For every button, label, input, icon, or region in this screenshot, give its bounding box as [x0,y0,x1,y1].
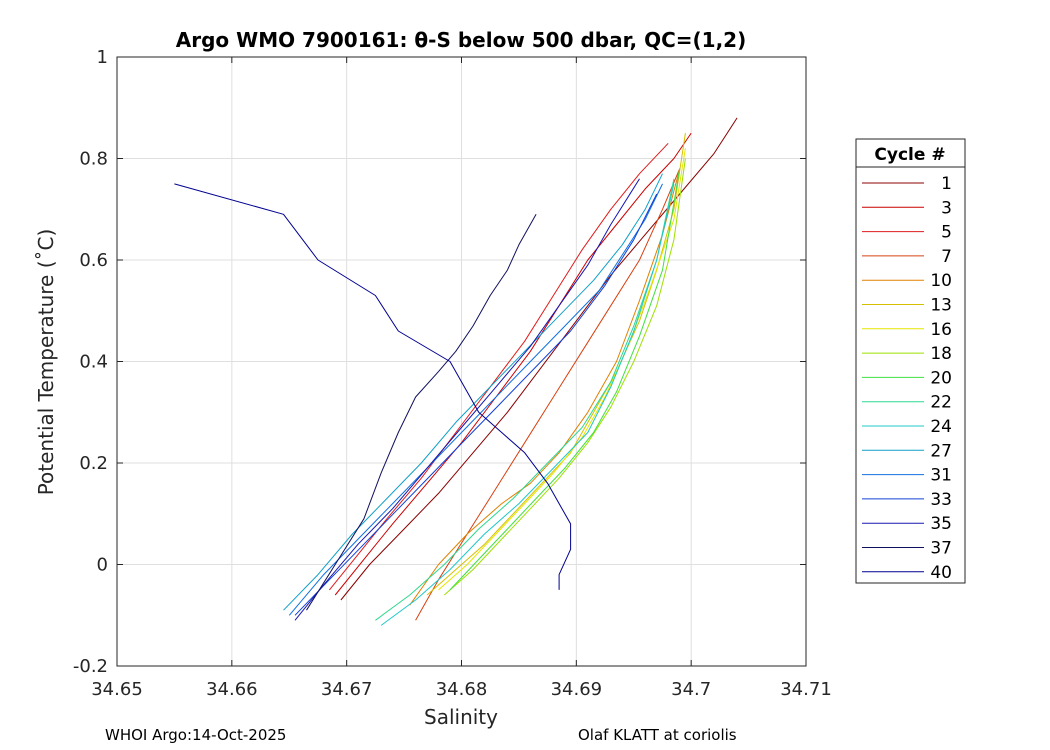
x-tick-label: 34.7 [671,679,711,700]
legend-label-cycle-31: 31 [930,466,952,486]
x-axis-ticks: 34.65 34.66 34.67 34.68 34.69 34.7 34.71 [91,57,832,700]
legend-label-cycle-37: 37 [930,539,952,559]
series-line-cycle-31 [288,183,663,616]
y-tick-label: 0.2 [79,453,108,474]
x-tick-label: 34.71 [780,679,832,700]
x-tick-label: 34.66 [206,679,258,700]
footer-left: WHOI Argo:14-Oct-2025 [105,726,287,744]
y-tick-label: 0.4 [79,352,108,373]
series-line-cycle-22 [375,178,675,621]
footer-right: Olaf KLATT at coriolis [578,726,737,744]
legend-label-cycle-10: 10 [930,271,952,291]
legend-label-cycle-20: 20 [930,368,952,388]
y-tick-label: 0.6 [79,250,108,271]
data-series-group [174,117,738,626]
series-line-cycle-33 [294,193,658,616]
legend-label-cycle-3: 3 [941,198,952,218]
y-axis-label: Potential Temperature (˚C) [34,229,58,496]
legend-label-cycle-27: 27 [930,441,952,461]
legend-label-cycle-22: 22 [930,393,952,413]
series-line-cycle-40 [174,183,572,590]
legend-label-cycle-7: 7 [941,247,952,267]
legend-label-cycle-5: 5 [941,223,952,243]
legend-label-cycle-35: 35 [930,514,952,534]
y-tick-label: 0 [97,555,108,576]
series-line-cycle-27 [283,173,663,611]
series-line-cycle-7 [415,168,681,621]
legend-label-cycle-13: 13 [930,296,952,316]
legend-label-cycle-16: 16 [930,320,952,340]
series-line-cycle-3 [334,132,692,596]
y-axis-ticks: -0.2 0 0.2 0.4 0.6 0.8 1 [73,47,806,677]
x-tick-label: 34.65 [91,679,143,700]
series-line-cycle-16 [438,148,686,591]
series-line-cycle-24 [380,183,675,626]
legend-label-cycle-33: 33 [930,490,952,510]
legend-label-cycle-24: 24 [930,417,952,437]
x-tick-label: 34.67 [321,679,373,700]
series-line-cycle-35 [294,178,640,621]
legend-title: Cycle # [874,145,945,165]
y-tick-label: 1 [97,47,108,68]
legend-box [855,138,966,584]
series-line-cycle-10 [409,168,681,606]
y-tick-label: 0.8 [79,149,108,170]
x-axis-label: Salinity [424,705,498,729]
legend-label-cycle-1: 1 [941,174,952,194]
series-line-cycle-20 [449,168,681,591]
legend-label-cycle-40: 40 [930,563,952,583]
legend-label-cycle-18: 18 [930,344,952,364]
x-tick-label: 34.68 [436,679,488,700]
x-tick-label: 34.69 [551,679,603,700]
series-line-cycle-1 [340,117,738,601]
series-line-cycle-18 [443,158,686,596]
chart-title: Argo WMO 7900161: θ-S below 500 dbar, QC… [176,28,746,52]
series-line-cycle-37 [306,214,537,611]
y-tick-label: -0.2 [73,656,108,677]
